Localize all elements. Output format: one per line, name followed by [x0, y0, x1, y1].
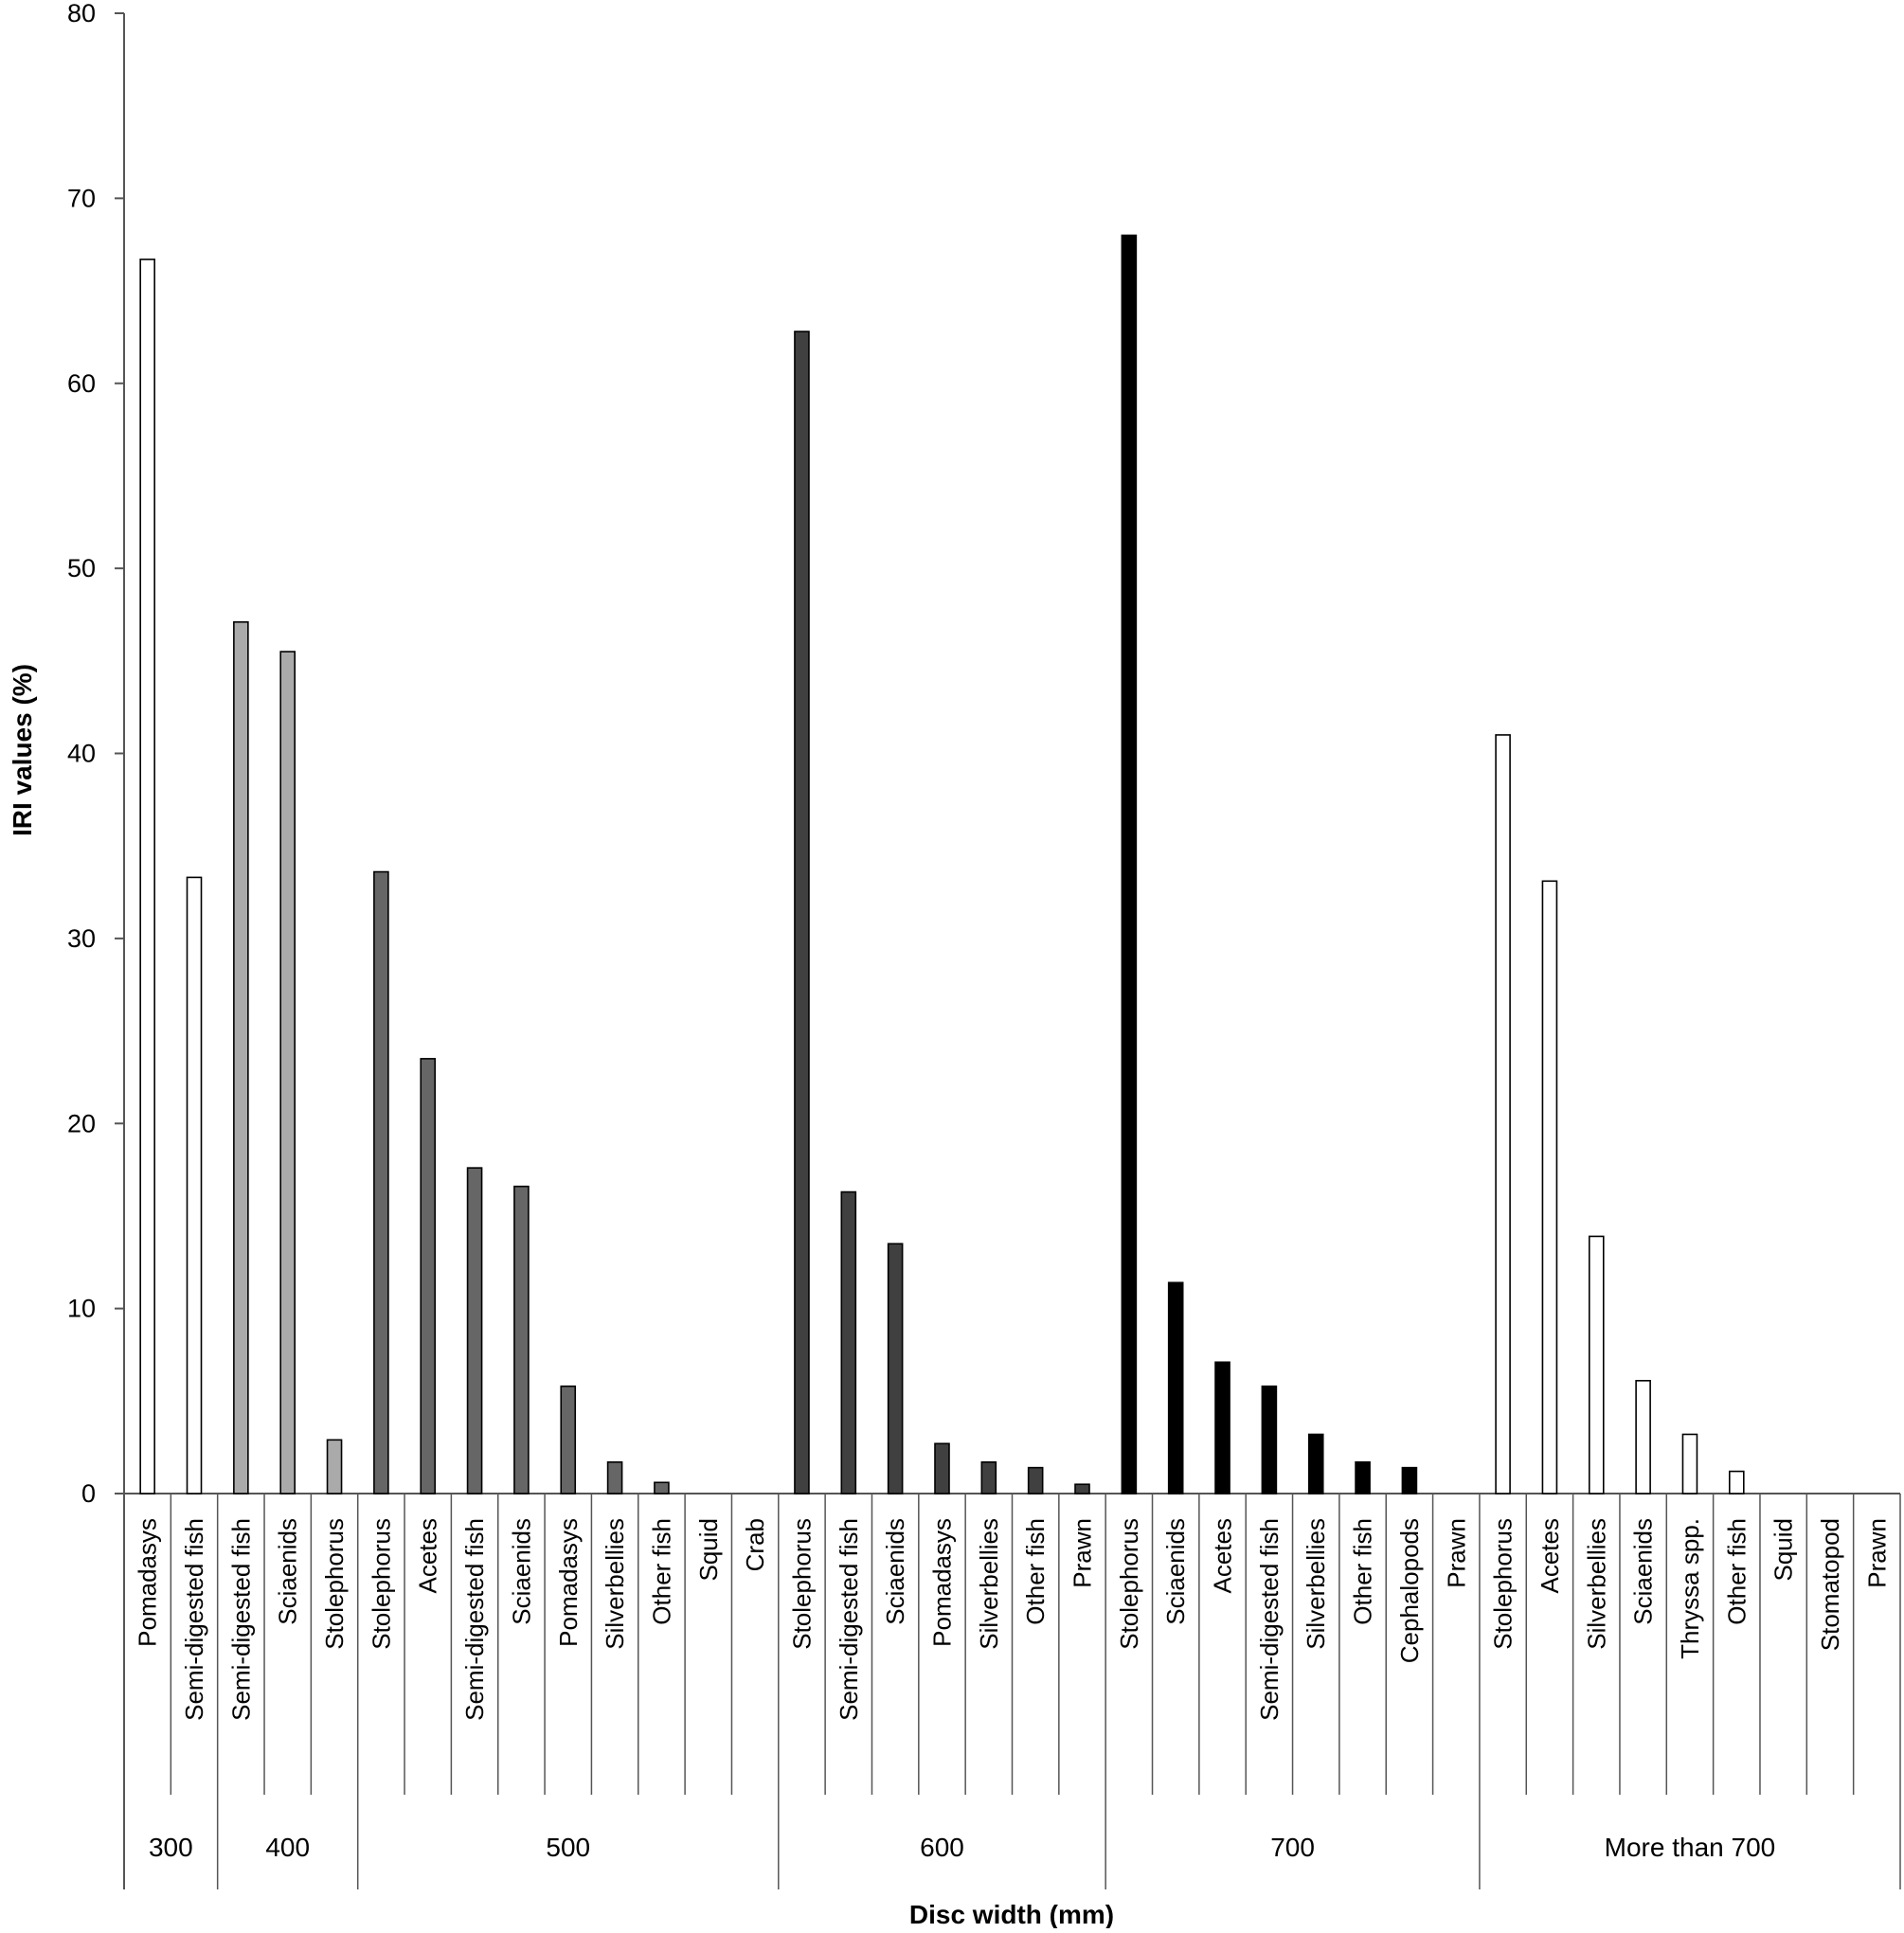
category-label: Semi-digested fish: [180, 1518, 208, 1721]
bar: [980, 1460, 997, 1494]
bar: [1214, 1361, 1230, 1494]
category-label: Sciaenids: [274, 1518, 302, 1625]
bar: [1307, 1433, 1324, 1494]
category-label: Prawn: [1069, 1518, 1097, 1588]
bar: [1588, 1235, 1605, 1494]
category-label: Crab: [741, 1518, 769, 1571]
group-label: 500: [546, 1833, 590, 1862]
bar: [1074, 1483, 1090, 1494]
bar: [186, 876, 203, 1494]
y-axis-title: IRI values (%): [8, 664, 37, 836]
bar: [513, 1185, 530, 1494]
bar: [1729, 1470, 1745, 1494]
y-tick-label: 40: [67, 740, 96, 768]
y-tick-label: 10: [67, 1295, 96, 1323]
group-label: 600: [920, 1833, 964, 1862]
category-label: Silverbellies: [975, 1518, 1003, 1650]
bar: [139, 259, 155, 1494]
bar: [1541, 880, 1558, 1494]
category-label: Sciaenids: [507, 1518, 535, 1625]
y-tick-label: 30: [67, 924, 96, 953]
bar: [326, 1439, 343, 1494]
bar: [560, 1385, 577, 1494]
group-label: 300: [149, 1833, 193, 1862]
category-label: Stomatopod: [1816, 1518, 1844, 1651]
y-tick-label: 60: [67, 369, 96, 398]
category-label: Sciaenids: [881, 1518, 909, 1625]
category-label: Stolephorus: [320, 1518, 349, 1650]
category-label: Acetes: [414, 1518, 442, 1594]
category-label: Acetes: [1536, 1518, 1564, 1594]
category-label: Semi-digested fish: [460, 1518, 489, 1721]
category-label: Cephalopods: [1395, 1518, 1424, 1663]
y-tick-label: 80: [67, 0, 96, 27]
bar: [654, 1481, 670, 1494]
category-label: Other fish: [647, 1518, 675, 1625]
category-label: Other fish: [1021, 1518, 1050, 1625]
bar: [420, 1058, 437, 1494]
y-tick-label: 70: [67, 184, 96, 212]
bar: [794, 331, 810, 1494]
group-label: 400: [265, 1833, 310, 1862]
category-label: Stolephorus: [1489, 1518, 1518, 1650]
category-label: Pomadasys: [554, 1518, 583, 1647]
category-label: Prawn: [1442, 1518, 1470, 1588]
category-label: Silverbellies: [601, 1518, 629, 1650]
category-label: Semi-digested fish: [835, 1518, 863, 1721]
category-label: Squid: [1769, 1518, 1798, 1582]
bar: [233, 620, 249, 1494]
x-axis-title: Disc width (mm): [909, 1900, 1114, 1928]
category-label: Acetes: [1209, 1518, 1237, 1594]
bar: [1401, 1466, 1418, 1494]
category-label: Other fish: [1349, 1518, 1377, 1625]
category-label: Stolephorus: [367, 1518, 395, 1650]
bar: [1681, 1433, 1698, 1494]
category-label: Silverbellies: [1582, 1518, 1610, 1650]
bar: [279, 651, 296, 1494]
bar: [934, 1442, 950, 1494]
category-label: Semi-digested fish: [226, 1518, 255, 1721]
category-label: Semi-digested fish: [1255, 1518, 1284, 1721]
category-label: Squid: [694, 1518, 723, 1582]
group-label: 700: [1270, 1833, 1315, 1862]
bar: [1121, 234, 1138, 1494]
bar: [466, 1167, 483, 1494]
category-label: Sciaenids: [1161, 1518, 1190, 1625]
y-tick-label: 50: [67, 554, 96, 582]
y-tick-label: 20: [67, 1109, 96, 1137]
category-label: Pomadasys: [134, 1518, 162, 1647]
bar: [1027, 1466, 1044, 1494]
bar: [840, 1190, 857, 1494]
category-label: Thryssa spp.: [1676, 1518, 1704, 1659]
bar: [887, 1243, 904, 1494]
category-label: Silverbellies: [1302, 1518, 1330, 1650]
group-label: More than 700: [1605, 1833, 1776, 1862]
category-label: Pomadasys: [927, 1518, 956, 1647]
bar: [1495, 734, 1511, 1494]
category-label: Stolephorus: [787, 1518, 816, 1650]
category-label: Prawn: [1862, 1518, 1891, 1588]
y-tick-label: 0: [81, 1479, 96, 1508]
category-label: Stolephorus: [1115, 1518, 1143, 1650]
bar: [1635, 1380, 1651, 1494]
category-label: Other fish: [1722, 1518, 1751, 1625]
bar: [373, 870, 389, 1494]
bar: [606, 1460, 623, 1494]
bar: [1261, 1385, 1278, 1494]
category-label: Sciaenids: [1629, 1518, 1658, 1625]
bar: [1167, 1281, 1184, 1494]
bar: [1355, 1460, 1371, 1494]
